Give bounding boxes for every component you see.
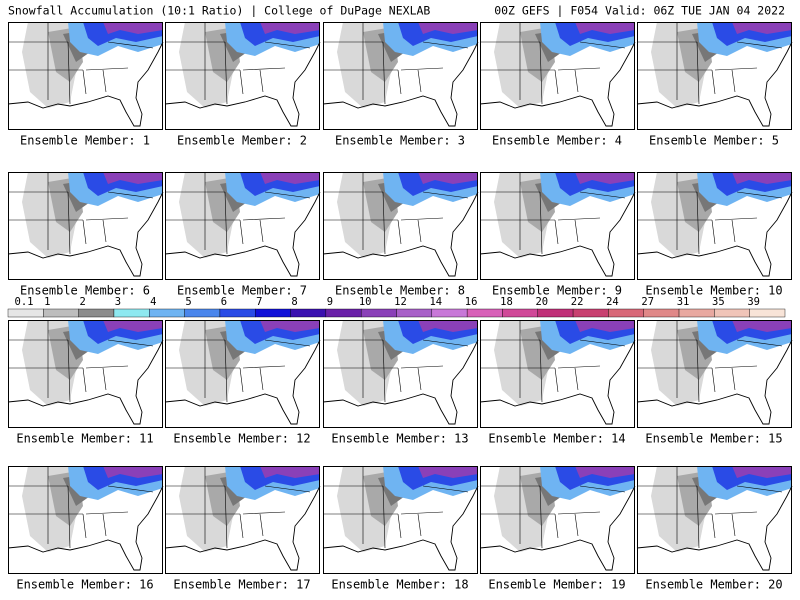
map-panel xyxy=(164,171,321,281)
panel-caption: Ensemble Member: 7 xyxy=(177,284,307,298)
legend-label: 14 xyxy=(429,296,442,308)
panel-caption: Ensemble Member: 2 xyxy=(177,134,307,148)
map-panel xyxy=(636,319,793,429)
legend-swatch xyxy=(431,308,468,318)
legend-swatch xyxy=(572,308,609,318)
legend-label: 18 xyxy=(500,296,513,308)
map-panel xyxy=(479,171,636,281)
legend-swatch xyxy=(219,308,256,318)
legend-label: 27 xyxy=(641,296,654,308)
panel-caption: Ensemble Member: 3 xyxy=(335,134,465,148)
panel-caption: Ensemble Member: 6 xyxy=(20,284,150,298)
legend-swatch xyxy=(149,308,185,318)
panels: Ensemble Member: 1 Ensemble Member: 2 Ense… xyxy=(7,21,793,592)
legend-label: 6 xyxy=(221,296,227,308)
panel-caption: Ensemble Member: 5 xyxy=(649,134,779,148)
panel-caption: Ensemble Member: 8 xyxy=(335,284,465,298)
legend-swatch xyxy=(396,308,433,318)
map-panel xyxy=(479,21,636,131)
map-panel xyxy=(479,319,636,429)
legend-swatch xyxy=(255,308,291,318)
legend-swatch xyxy=(43,308,79,318)
legend-label: 3 xyxy=(115,296,121,308)
header-left: Snowfall Accumulation (10:1 Ratio) | Col… xyxy=(8,4,430,18)
panel-caption: Ensemble Member: 9 xyxy=(492,284,622,298)
legend-swatch xyxy=(749,308,786,318)
map-panel xyxy=(322,171,479,281)
legend-label: 5 xyxy=(185,296,191,308)
legend-label: 16 xyxy=(465,296,478,308)
legend-label: 22 xyxy=(571,296,584,308)
map-panel xyxy=(322,21,479,131)
legend-swatch xyxy=(113,308,150,318)
legend-label: 7 xyxy=(256,296,262,308)
legend-swatch xyxy=(184,308,221,318)
legend-swatch xyxy=(643,308,680,318)
map-panel xyxy=(636,465,793,575)
legend-label: 24 xyxy=(606,296,619,308)
panel-caption: Ensemble Member: 4 xyxy=(492,134,622,148)
legend-label: 10 xyxy=(359,296,372,308)
legend-label: 8 xyxy=(291,296,297,308)
legend-swatch xyxy=(290,308,327,318)
legend-swatch xyxy=(78,308,115,318)
map-panel xyxy=(7,171,164,281)
map-panel xyxy=(164,319,321,429)
header-right: 00Z GEFS | F054 Valid: 06Z TUE JAN 04 20… xyxy=(494,4,785,18)
panel-caption: Ensemble Member: 15 xyxy=(645,432,782,446)
map-panel xyxy=(7,319,164,429)
legend-label: 20 xyxy=(535,296,548,308)
map-panel xyxy=(7,465,164,575)
legend-label: 39 xyxy=(747,296,760,308)
panel-caption: Ensemble Member: 14 xyxy=(488,432,625,446)
legend-swatch xyxy=(325,308,362,318)
map-panel xyxy=(322,319,479,429)
map-panel xyxy=(322,465,479,575)
panel-caption: Ensemble Member: 17 xyxy=(173,578,310,592)
map-panel xyxy=(479,465,636,575)
legend-label: 35 xyxy=(712,296,725,308)
panel-caption: Ensemble Member: 16 xyxy=(16,578,153,592)
legend-label: 0.1 xyxy=(15,296,34,308)
panel-caption: Ensemble Member: 12 xyxy=(173,432,310,446)
legend-swatch xyxy=(714,308,750,318)
map-panel xyxy=(636,171,793,281)
legend-swatch xyxy=(678,308,715,318)
panel-caption: Ensemble Member: 1 xyxy=(20,134,150,148)
panel-caption: Ensemble Member: 19 xyxy=(488,578,625,592)
panel-caption: Ensemble Member: 13 xyxy=(331,432,468,446)
panel-caption: Ensemble Member: 11 xyxy=(16,432,153,446)
legend-label: 1 xyxy=(44,296,50,308)
color-legend: 0.1 1 2 3 4 5 6 7 8 9 10 12 14 16 18 20 22 24 27 31 35 39 xyxy=(7,296,786,318)
legend-label: 12 xyxy=(394,296,407,308)
panel-caption: Ensemble Member: 20 xyxy=(645,578,782,592)
legend-label: 31 xyxy=(677,296,690,308)
legend-swatch xyxy=(466,308,503,318)
legend-label: 4 xyxy=(150,296,156,308)
legend-swatch xyxy=(7,308,44,318)
legend-swatch xyxy=(537,308,574,318)
legend-swatch xyxy=(502,308,538,318)
legend-swatch xyxy=(608,308,644,318)
map-panel xyxy=(636,21,793,131)
legend-label: 2 xyxy=(79,296,85,308)
legend-label: 9 xyxy=(327,296,333,308)
map-panel xyxy=(164,21,321,131)
legend-swatch xyxy=(360,308,397,318)
panel-caption: Ensemble Member: 10 xyxy=(645,284,782,298)
map-panel xyxy=(164,465,321,575)
panel-caption: Ensemble Member: 18 xyxy=(331,578,468,592)
map-panel xyxy=(7,21,164,131)
